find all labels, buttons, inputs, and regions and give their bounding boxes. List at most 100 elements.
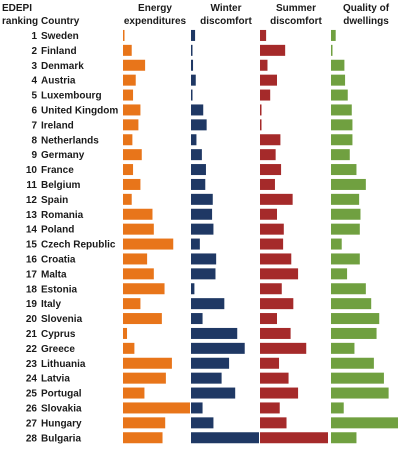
summer-bar: [260, 342, 307, 354]
energy-bar: [123, 402, 190, 414]
winter-bar: [191, 327, 238, 339]
summer-bar: [260, 74, 277, 86]
quality-bar: [331, 134, 353, 146]
summer-bar: [260, 283, 282, 295]
energy-bar: [123, 193, 132, 205]
summer-bar: [260, 238, 284, 250]
summer-bar: [260, 149, 276, 161]
rank-label: 26: [26, 403, 38, 414]
country-label: Greece: [41, 344, 75, 355]
header-energy-line2: expenditures: [124, 16, 187, 27]
country-label: Cyprus: [41, 329, 76, 340]
winter-bar: [191, 223, 214, 235]
rank-label: 13: [26, 210, 38, 221]
quality-bar: [331, 89, 348, 101]
summer-bar: [260, 134, 281, 146]
quality-bar: [331, 208, 361, 220]
rank-label: 8: [31, 135, 37, 146]
summer-bar: [260, 29, 267, 41]
country-label: France: [41, 165, 74, 176]
quality-bar: [331, 178, 366, 190]
quality-bar: [331, 223, 360, 235]
summer-bar: [260, 268, 299, 280]
quality-bar: [331, 342, 355, 354]
header-winter-line1: Winter: [210, 3, 241, 14]
summer-bar: [260, 208, 277, 220]
quality-bar: [331, 298, 372, 310]
country-label: Lithuania: [41, 359, 86, 370]
winter-bar: [191, 432, 259, 444]
column-headers: EDEPI ranking Country Energy expenditure…: [2, 3, 390, 27]
winter-bar: [191, 29, 196, 41]
country-label: Netherlands: [41, 135, 99, 146]
country-label: Luxembourg: [41, 91, 102, 102]
energy-bar: [123, 149, 142, 161]
country-label: Slovenia: [41, 314, 83, 325]
rank-label: 27: [26, 418, 38, 429]
header-ranking-line2: ranking: [2, 16, 38, 27]
quality-bar: [331, 164, 357, 176]
summer-bar: [260, 223, 284, 235]
energy-bar: [123, 253, 148, 265]
country-label: Ireland: [41, 120, 74, 131]
rank-label: 3: [31, 61, 37, 72]
winter-bar: [191, 283, 195, 295]
rank-label: 6: [31, 105, 37, 116]
energy-bar: [123, 119, 139, 131]
rank-label: 5: [31, 91, 37, 102]
country-label: Finland: [41, 46, 77, 57]
summer-bar: [260, 253, 292, 265]
energy-bar: [123, 313, 162, 325]
summer-bar: [260, 104, 262, 116]
quality-bar: [331, 149, 350, 161]
rank-label: 4: [31, 76, 37, 87]
country-label: Portugal: [41, 389, 82, 400]
energy-bar: [123, 357, 172, 369]
quality-bar: [331, 104, 352, 116]
summer-bar: [260, 164, 282, 176]
header-quality-line2: dwellings: [343, 16, 389, 27]
summer-bar: [260, 44, 286, 56]
summer-bar: [260, 178, 275, 190]
winter-bar: [191, 44, 193, 56]
winter-bar: [191, 59, 194, 71]
country-label: Estonia: [41, 284, 78, 295]
winter-bar: [191, 298, 225, 310]
country-label: Germany: [41, 150, 85, 161]
quality-bar: [331, 417, 398, 429]
rank-label: 2: [31, 46, 37, 57]
rank-label: 25: [26, 389, 38, 400]
rank-label: 21: [26, 329, 38, 340]
summer-bar: [260, 298, 294, 310]
header-country: Country: [41, 16, 80, 27]
country-label: Spain: [41, 195, 68, 206]
rank-label: 20: [26, 314, 38, 325]
header-summer-line2: discomfort: [270, 16, 322, 27]
winter-bar: [191, 313, 203, 325]
quality-bar: [331, 327, 377, 339]
header-ranking-line1: EDEPI: [2, 3, 32, 14]
chart-rows: 1 Sweden 2 Finland 3 Denmark 4 Austria 5 Luxembou…: [26, 29, 398, 444]
country-label: Slovakia: [41, 403, 82, 414]
energy-bar: [123, 417, 166, 429]
summer-bar: [260, 432, 328, 444]
energy-bar: [123, 164, 134, 176]
winter-bar: [191, 357, 230, 369]
rank-label: 19: [26, 299, 38, 310]
winter-bar: [191, 104, 204, 116]
summer-bar: [260, 357, 280, 369]
quality-bar: [331, 372, 384, 384]
energy-bar: [123, 208, 153, 220]
rank-label: 11: [26, 180, 37, 191]
rank-label: 7: [31, 120, 37, 131]
energy-bar: [123, 327, 128, 339]
rank-label: 28: [26, 433, 38, 444]
summer-bar: [260, 372, 289, 384]
quality-bar: [331, 357, 374, 369]
quality-bar: [331, 74, 346, 86]
energy-bar: [123, 134, 133, 146]
quality-bar: [331, 313, 380, 325]
winter-bar: [191, 134, 197, 146]
energy-bar: [123, 283, 165, 295]
